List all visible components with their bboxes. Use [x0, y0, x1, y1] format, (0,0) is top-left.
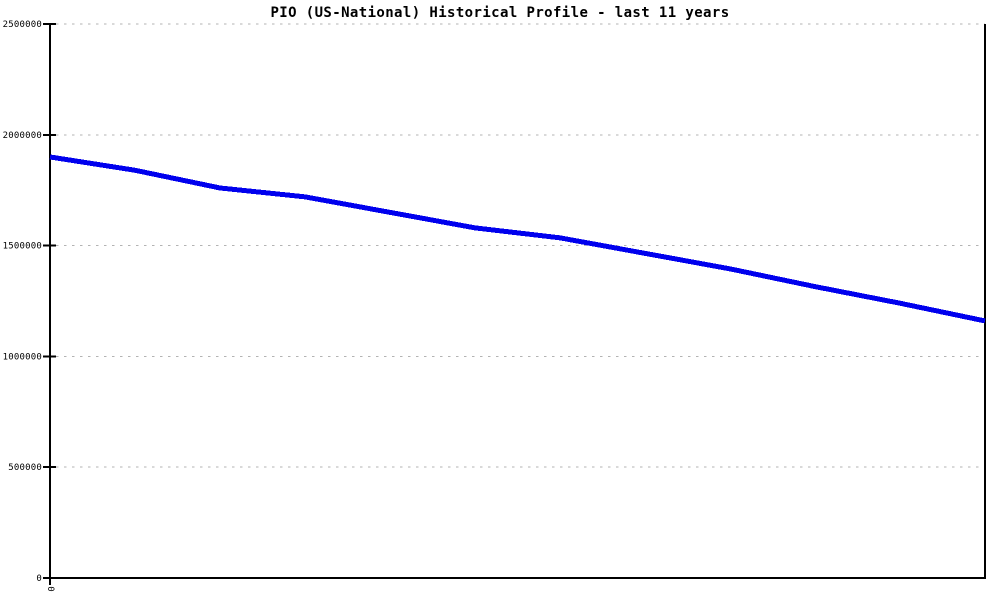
y-tick-label: 1500000: [3, 242, 42, 252]
series-line: [49, 154, 986, 324]
y-tick-label: 2500000: [3, 20, 42, 30]
y-tick-label: 0: [36, 574, 42, 584]
x-tick-label: 0: [45, 586, 55, 592]
y-tick-label: 1000000: [3, 352, 42, 362]
chart-title: PIO (US-National) Historical Profile - l…: [270, 5, 730, 21]
y-tick-label: 2000000: [3, 131, 42, 141]
y-tick-label: 500000: [8, 463, 42, 473]
